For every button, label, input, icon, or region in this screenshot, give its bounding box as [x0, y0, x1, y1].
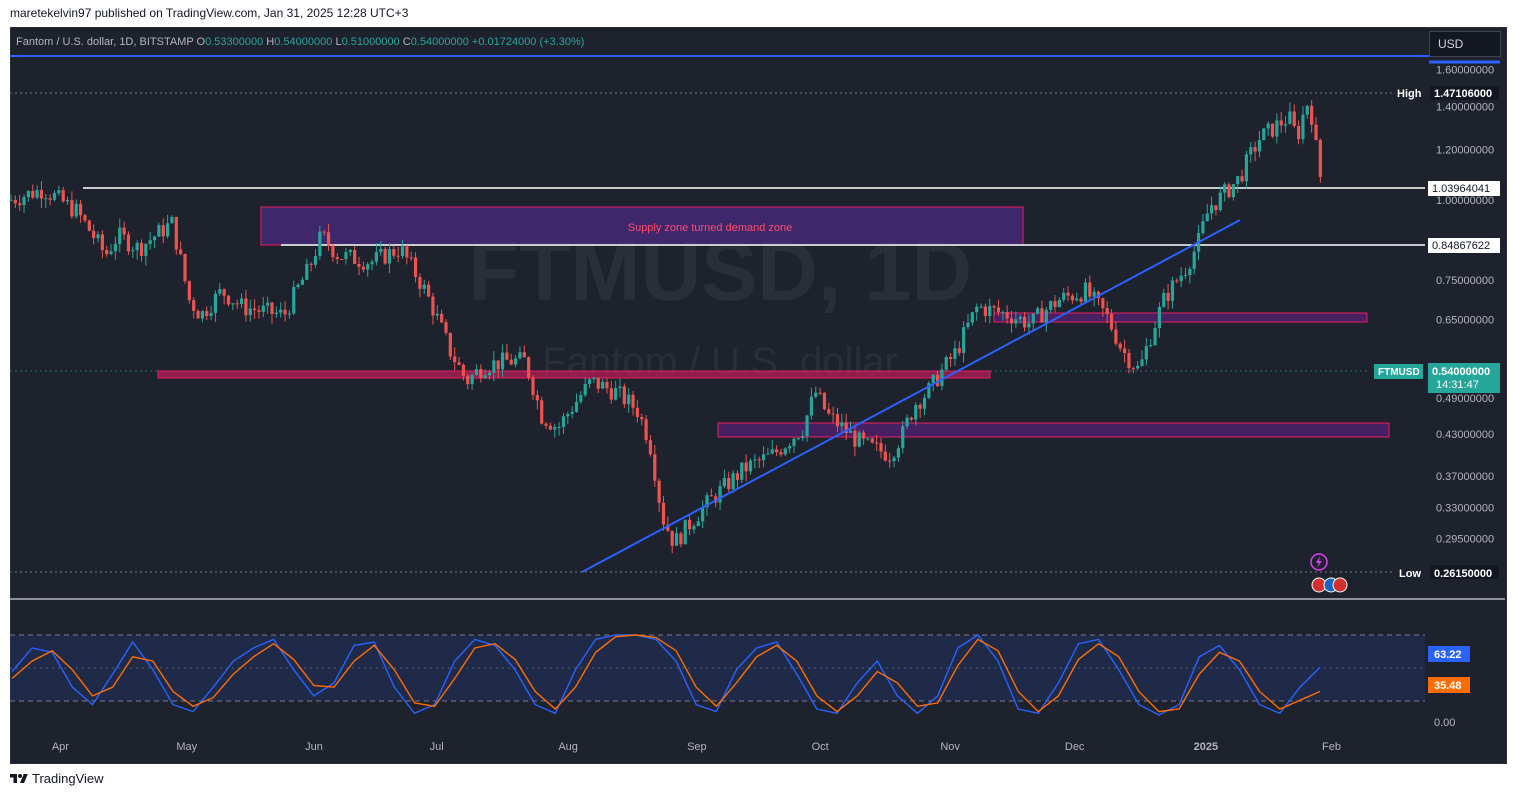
- change-value: +0.01724000 (+3.30%): [471, 36, 585, 48]
- currency-button[interactable]: USD: [1429, 31, 1501, 57]
- close-value: 0.54000000: [410, 36, 469, 48]
- high-label: H: [266, 36, 275, 48]
- open-label: O: [196, 36, 206, 48]
- tradingview-logo[interactable]: TradingView: [10, 771, 104, 786]
- high-value: 0.54000000: [274, 36, 333, 48]
- chart-frame[interactable]: [10, 27, 1507, 764]
- footer-brand-label: TradingView: [32, 771, 104, 786]
- tradingview-logo-icon: [10, 773, 28, 783]
- low-label: L: [335, 36, 342, 48]
- ohlc-legend: Fantom / U.S. dollar, 1D, BITSTAMP O0.53…: [16, 36, 584, 48]
- low-value: 0.51000000: [341, 36, 400, 48]
- close-label: C: [402, 36, 411, 48]
- open-value: 0.53300000: [205, 36, 264, 48]
- legend-symbol: Fantom / U.S. dollar, 1D, BITSTAMP: [16, 36, 194, 48]
- publish-line: maretekelvin97 published on TradingView.…: [10, 6, 409, 20]
